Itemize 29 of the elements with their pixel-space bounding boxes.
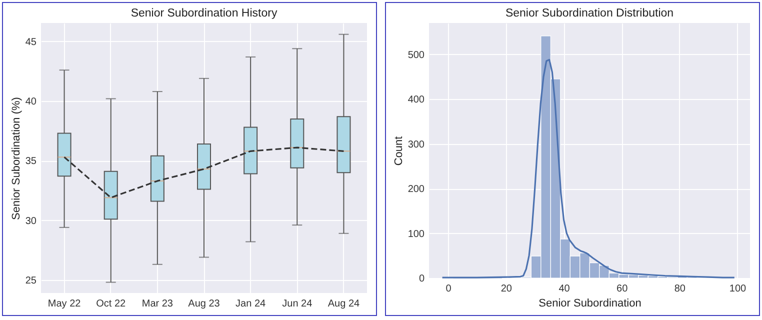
y-axis-title: Senior Subordination (%) (10, 97, 22, 220)
x-tick-label: 0 (446, 284, 452, 294)
x-tick-label: Jan 24 (236, 298, 266, 310)
x-tick-label: Aug 24 (328, 298, 360, 310)
x-tick-label: 100 (729, 284, 747, 294)
x-tick-label: Jun 24 (282, 298, 313, 310)
chart-title: Senior Subordination History (130, 8, 278, 20)
x-tick-label: Aug 23 (188, 298, 220, 310)
y-tick-label: 400 (408, 94, 425, 106)
y-tick-label: 300 (408, 139, 425, 150)
x-tick-label: May 22 (48, 298, 82, 310)
y-tick-label: 30 (25, 216, 37, 227)
x-axis-title: Senior Subordination (538, 298, 642, 310)
y-tick-label: 0 (418, 274, 425, 284)
y-tick-label: 40 (25, 96, 37, 108)
y-axis-title: Count (392, 136, 405, 166)
x-tick-label: Mar 23 (142, 298, 174, 310)
y-tick-label: 500 (408, 50, 425, 61)
x-tick-label: 20 (500, 284, 512, 294)
x-tick-label: 60 (616, 284, 628, 294)
y-tick-label: 100 (408, 228, 425, 240)
chart-title: Senior Subordination Distribution (505, 8, 674, 20)
x-tick-label: 80 (674, 284, 686, 294)
y-tick-label: 35 (25, 156, 37, 168)
x-tick-label: 40 (558, 284, 570, 294)
x-tick-label: Oct 22 (96, 298, 126, 310)
y-tick-label: 25 (25, 275, 37, 286)
y-tick-label: 45 (25, 36, 37, 48)
y-tick-label: 200 (408, 184, 425, 196)
